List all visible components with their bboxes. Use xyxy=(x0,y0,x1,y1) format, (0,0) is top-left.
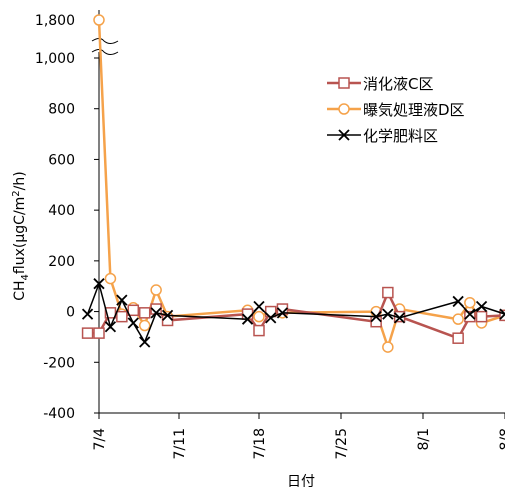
series-3-point xyxy=(116,294,128,306)
series-1-point xyxy=(138,307,151,319)
series-1-point xyxy=(241,308,254,320)
series-2-line xyxy=(97,19,505,352)
series-1-point xyxy=(253,324,265,337)
series-2-point xyxy=(253,310,265,323)
legend-label: 曝気処理液D区 xyxy=(363,101,465,119)
series-1-point xyxy=(370,315,382,328)
legend-swatch-marker xyxy=(338,103,350,115)
axis-break-mark-bottom xyxy=(91,49,119,55)
series-1-point xyxy=(81,327,94,339)
y-tick-label: 400 xyxy=(48,203,75,219)
y-axis-title-end: /h) xyxy=(12,171,28,190)
y-tick-label: 1,000 xyxy=(35,51,75,67)
series-3-point xyxy=(464,308,476,320)
x-tick-label: 7/18 xyxy=(252,428,268,459)
legend-label: 化学肥料区 xyxy=(363,127,438,145)
legend-swatch-marker xyxy=(338,77,350,89)
series-3-point xyxy=(81,308,94,320)
series-2-point xyxy=(150,284,162,296)
y-tick-label: 1,800 xyxy=(35,13,75,29)
series-3-point xyxy=(253,300,265,313)
series-2 xyxy=(93,14,505,353)
series-1-point xyxy=(127,304,140,317)
series-3-point xyxy=(382,308,394,320)
series-1-point xyxy=(475,310,488,323)
x-tick-label: 7/4 xyxy=(92,428,108,451)
series-3-point xyxy=(370,311,382,323)
series-2-point xyxy=(93,14,105,26)
series-3-point xyxy=(104,321,117,333)
series-1-point xyxy=(264,305,277,318)
y-tick-label: -200 xyxy=(43,355,75,371)
y-axis-title: CH4flux(μgC/m2/h) xyxy=(11,171,31,301)
series-1 xyxy=(81,286,505,344)
series-3-point xyxy=(276,307,289,319)
y-tick-label: 600 xyxy=(48,152,75,168)
series-1-point xyxy=(116,310,128,323)
series-2-point xyxy=(382,341,394,353)
series-3-point xyxy=(265,312,277,324)
y-tick-label: 800 xyxy=(48,102,75,118)
series-3-point xyxy=(139,336,151,348)
x-axis-title: 日付 xyxy=(287,474,315,490)
x-tick-label: 7/25 xyxy=(334,428,350,459)
series-1-point xyxy=(161,314,174,327)
series-2-point xyxy=(452,313,464,325)
x-axis-ticks: 7/4 7/11 7/18 7/25 8/1 8/8 xyxy=(92,413,505,459)
series-2-point xyxy=(104,272,117,285)
series-3-point xyxy=(452,295,464,308)
y-axis-title-sup: 2 xyxy=(11,190,22,196)
y-axis-title-rest: flux(μgC/m xyxy=(12,197,28,274)
series-2-point xyxy=(138,319,151,332)
legend-label: 消化液C区 xyxy=(363,75,433,93)
series-1-point xyxy=(93,327,105,339)
series-layer xyxy=(81,14,505,353)
series-3 xyxy=(81,278,505,348)
x-tick-label: 8/1 xyxy=(416,428,432,451)
axis-break-mark-top xyxy=(91,38,119,44)
series-2-point xyxy=(464,296,476,309)
y-tick-label: -400 xyxy=(43,406,75,422)
series-1-point xyxy=(104,307,117,319)
series-3-point xyxy=(127,317,139,329)
y-tick-label: 0 xyxy=(66,305,75,321)
series-3-point xyxy=(241,313,254,325)
series-1-point xyxy=(452,332,464,344)
series-3-point xyxy=(499,308,505,320)
axes xyxy=(91,10,505,414)
series-3-point xyxy=(150,307,162,319)
series-1-point xyxy=(464,310,476,323)
series-3-point xyxy=(161,309,174,322)
legend-swatch-marker xyxy=(338,129,350,141)
series-3-point xyxy=(475,300,488,313)
y-axis-ticks: 1,800 1,000 800 600 400 200 0 -200 -400 xyxy=(35,13,99,422)
x-tick-label: 7/11 xyxy=(172,428,188,459)
y-axis-title-main: CH xyxy=(12,280,28,300)
y-axis-title-sub: 4 xyxy=(20,274,31,280)
series-1-point xyxy=(382,286,394,299)
x-tick-label: 8/8 xyxy=(498,428,505,451)
series-3-point xyxy=(93,278,105,290)
series-3-point xyxy=(393,312,406,324)
y-tick-label: 200 xyxy=(48,254,75,270)
